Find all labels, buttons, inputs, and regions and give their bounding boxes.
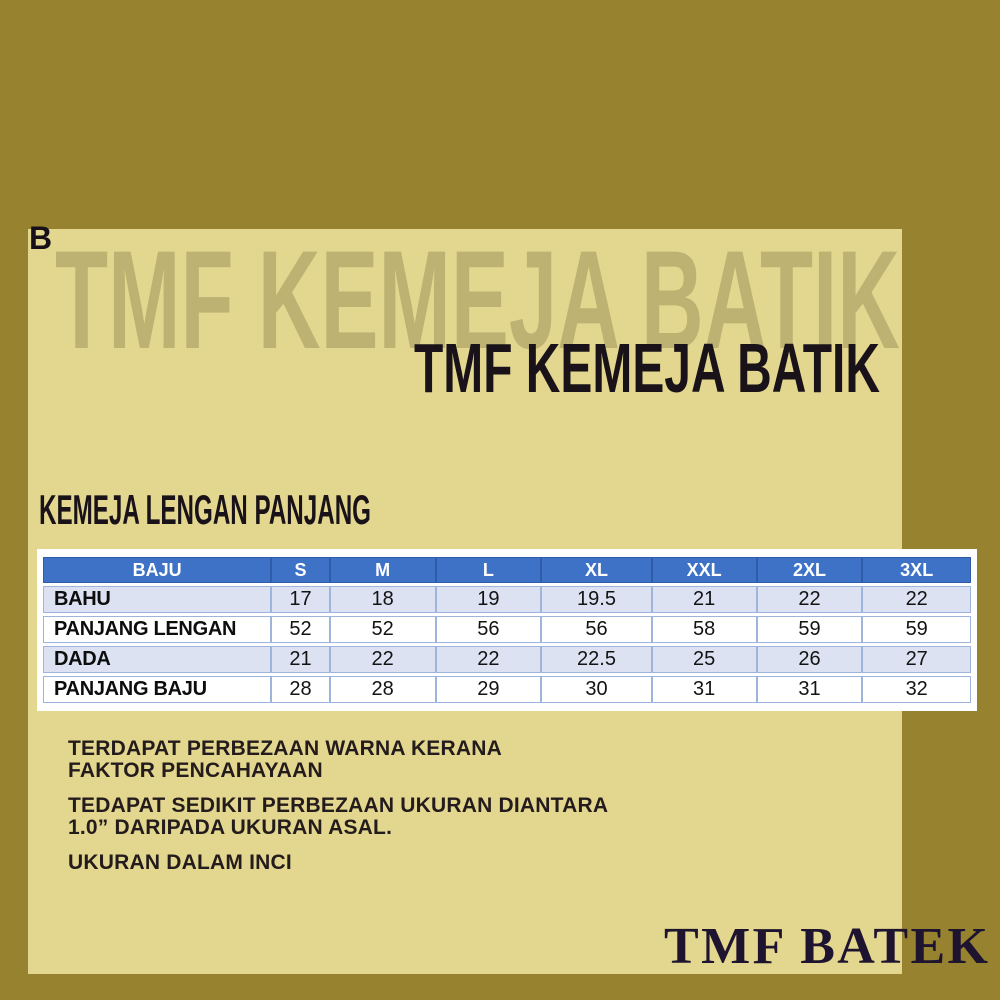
brand-logo: TMF BATEK <box>664 918 989 974</box>
table-cell: 19.5 <box>541 586 652 613</box>
table-cell: 56 <box>435 616 542 643</box>
table-cell: 18 <box>329 586 436 613</box>
table-cell: 22 <box>435 646 542 673</box>
table-cell: 28 <box>329 676 436 703</box>
page-title-text: TMF KEMEJA BATIK <box>414 336 880 400</box>
brand-logo-text: TMF BATEK <box>664 918 989 974</box>
table-cell: 19 <box>435 586 542 613</box>
note-color-difference-line1: TERDAPAT PERBEZAAN WARNA KERANA <box>68 737 502 760</box>
table-cell: 59 <box>756 616 863 643</box>
table-cell: 27 <box>862 646 971 673</box>
row-label: PANJANG BAJU <box>43 676 272 703</box>
table-cell: 30 <box>541 676 652 703</box>
section-heading-text: KEMEJA LENGAN PANJANG <box>39 486 371 530</box>
watermark: TMF KEMEJA BATIK <box>55 230 900 365</box>
table-cell: 21 <box>651 586 757 613</box>
row-label: PANJANG LENGAN <box>43 616 272 643</box>
column-header: M <box>329 557 436 583</box>
note-size-difference-line1: TEDAPAT SEDIKIT PERBEZAAN UKURAN DIANTAR… <box>68 794 609 817</box>
table-cell: 22 <box>329 646 436 673</box>
watermark-text: TMF KEMEJA BATIK <box>55 230 900 365</box>
table-cell: 58 <box>651 616 757 643</box>
table-cell: 22 <box>862 586 971 613</box>
row-label: BAHU <box>43 586 272 613</box>
table-cell: 28 <box>271 676 330 703</box>
table-row: BAHU 17 18 19 19.5 21 22 22 <box>43 586 971 613</box>
size-table: BAJU S M L XL XXL 2XL 3XL BAHU 17 18 19 … <box>43 554 971 706</box>
table-cell: 21 <box>271 646 330 673</box>
column-header: S <box>271 557 330 583</box>
table-cell: 52 <box>329 616 436 643</box>
table-cell: 17 <box>271 586 330 613</box>
table-cell: 32 <box>862 676 971 703</box>
table-row: PANJANG LENGAN 52 52 56 56 58 59 59 <box>43 616 971 643</box>
table-cell: 56 <box>541 616 652 643</box>
table-cell: 29 <box>435 676 542 703</box>
table-cell: 31 <box>651 676 757 703</box>
note-color-difference-line2: FAKTOR PENCAHAYAAN <box>68 759 323 782</box>
column-header: 3XL <box>862 557 971 583</box>
note-size-difference-line2: 1.0” DARIPADA UKURAN ASAL. <box>68 816 393 839</box>
note-measurement-unit: UKURAN DALAM INCI <box>68 851 292 874</box>
section-heading: KEMEJA LENGAN PANJANG <box>39 486 371 530</box>
table-cell: 26 <box>756 646 863 673</box>
row-label: DADA <box>43 646 272 673</box>
corner-label: B <box>29 220 53 256</box>
column-header: XXL <box>651 557 757 583</box>
table-row: PANJANG BAJU 28 28 29 30 31 31 32 <box>43 676 971 703</box>
table-header-row: BAJU S M L XL XXL 2XL 3XL <box>43 557 971 583</box>
table-cell: 31 <box>756 676 863 703</box>
size-table-container: BAJU S M L XL XXL 2XL 3XL BAHU 17 18 19 … <box>37 549 977 711</box>
table-row: DADA 21 22 22 22.5 25 26 27 <box>43 646 971 673</box>
column-header: L <box>435 557 542 583</box>
table-cell: 22 <box>756 586 863 613</box>
column-header: 2XL <box>756 557 863 583</box>
column-header: BAJU <box>43 557 272 583</box>
table-cell: 52 <box>271 616 330 643</box>
table-cell: 22.5 <box>541 646 652 673</box>
table-cell: 59 <box>862 616 971 643</box>
column-header: XL <box>541 557 652 583</box>
table-cell: 25 <box>651 646 757 673</box>
page-title: TMF KEMEJA BATIK <box>414 336 880 400</box>
